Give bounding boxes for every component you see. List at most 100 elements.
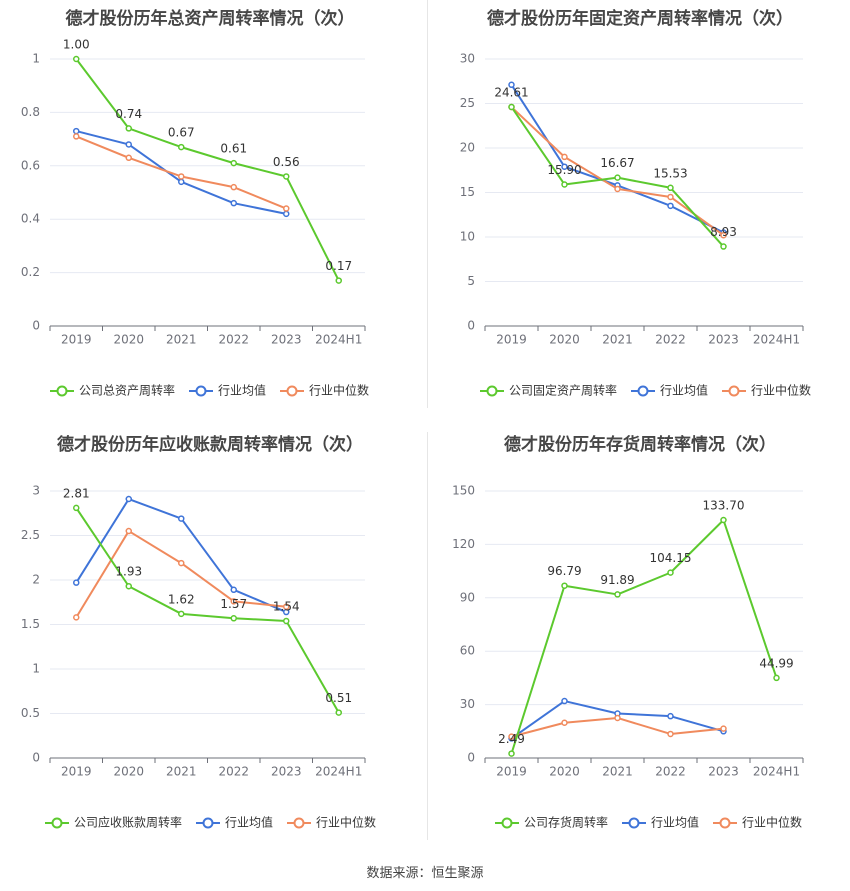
data-label: 15.53 [653, 166, 687, 180]
data-point-industry_avg [508, 81, 515, 89]
vertical-divider-top [427, 0, 428, 408]
data-label: 91.89 [600, 573, 634, 587]
y-tick-label: 10 [460, 230, 475, 244]
data-point-industry_median [508, 733, 515, 740]
y-tick-label: 15 [460, 185, 475, 199]
data-point-company [561, 582, 568, 589]
data-point-industry_avg [561, 697, 568, 705]
x-tick-label: 2020 [113, 333, 144, 347]
chart-title: 德才股份历年总资产周转率情况（次） [66, 8, 355, 29]
data-label: 0.74 [115, 107, 142, 121]
data-point-industry_median [561, 153, 568, 161]
data-point-industry_median [720, 725, 727, 732]
legend-item-industry_avg[interactable]: 行业均值 [622, 815, 699, 830]
data-point-company [73, 55, 80, 63]
y-tick-label: 1.5 [21, 617, 40, 631]
data-point-company [508, 103, 515, 111]
legend-marker-icon [637, 385, 649, 397]
data-point-company [614, 174, 621, 181]
data-label: 1.62 [168, 592, 195, 606]
chart-title: 德才股份历年应收账款周转率情况（次） [57, 434, 363, 455]
y-tick-label: 1 [32, 52, 40, 66]
data-point-industry_median [614, 185, 621, 193]
y-tick-label: 0.4 [21, 212, 40, 226]
legend-item-company[interactable]: 公司总资产周转率 [50, 383, 175, 398]
data-point-company [720, 516, 727, 524]
legend-item-industry_median[interactable]: 行业中位数 [280, 383, 369, 398]
data-point-company [561, 181, 568, 188]
legend-item-company[interactable]: 公司存货周转率 [495, 815, 608, 830]
data-point-industry_avg [73, 579, 80, 586]
legend-item-industry_avg[interactable]: 行业均值 [631, 383, 708, 398]
y-tick-label: 0 [467, 319, 475, 333]
series-line-company [75, 507, 340, 714]
data-label: 24.61 [494, 85, 528, 99]
legend-label: 行业均值 [651, 815, 699, 830]
data-point-industry_median [667, 193, 674, 201]
legend-item-industry_median[interactable]: 行业中位数 [722, 383, 811, 398]
data-point-industry_median [230, 598, 237, 605]
data-point-industry_median [561, 719, 568, 727]
data-point-company [125, 582, 132, 590]
data-label: 16.67 [600, 156, 634, 170]
x-tick-label: 2022 [655, 765, 686, 779]
data-point-company [230, 159, 237, 167]
data-label: 8.93 [710, 225, 737, 239]
data-label: 44.99 [759, 656, 793, 670]
data-point-industry_avg [178, 178, 185, 186]
x-tick-label: 2019 [496, 765, 527, 779]
data-label: 0.56 [273, 155, 300, 169]
y-tick-label: 5 [467, 274, 475, 288]
data-point-company [283, 173, 290, 180]
data-point-industry_avg [561, 163, 568, 170]
y-tick-label: 0.6 [21, 158, 40, 172]
legend-label: 行业中位数 [316, 815, 376, 830]
legend-marker-icon [501, 817, 513, 829]
y-tick-label: 0.8 [21, 105, 40, 119]
data-label: 15.90 [547, 163, 581, 177]
data-point-industry_median [178, 559, 185, 567]
y-tick-label: 30 [460, 697, 475, 711]
data-label: 1.57 [220, 597, 247, 611]
series-line-industry_avg [76, 130, 287, 215]
legend-item-company[interactable]: 公司应收账款周转率 [45, 815, 182, 830]
data-point-industry_median [667, 730, 674, 738]
x-tick-label: 2023 [271, 765, 302, 779]
data-point-company [335, 709, 342, 716]
x-tick-label: 2019 [61, 765, 92, 779]
series-line-company [75, 58, 340, 282]
data-point-industry_avg [667, 712, 674, 720]
data-label: 96.79 [547, 564, 581, 578]
x-tick-label: 2021 [602, 333, 633, 347]
x-tick-label: 2023 [708, 333, 739, 347]
legend-item-industry_median[interactable]: 行业中位数 [287, 815, 376, 830]
y-tick-label: 3 [32, 484, 40, 498]
series-line-company [510, 519, 778, 754]
legend-marker-icon [719, 817, 731, 829]
y-tick-label: 0 [32, 319, 40, 333]
data-point-industry_median [230, 183, 237, 191]
x-tick-label: 2023 [708, 765, 739, 779]
data-point-industry_avg [230, 199, 237, 207]
data-label: 2.81 [63, 486, 90, 500]
legend-marker-icon [56, 385, 68, 397]
vertical-divider-bottom [427, 432, 428, 840]
x-tick-label: 2021 [166, 765, 197, 779]
legend-marker-icon [628, 817, 640, 829]
data-point-industry_median [720, 231, 727, 239]
x-tick-label: 2024H1 [315, 333, 362, 347]
legend-item-industry_avg[interactable]: 行业均值 [189, 383, 266, 398]
legend-marker-icon [202, 817, 214, 829]
data-point-company [283, 617, 290, 625]
y-tick-label: 2 [32, 573, 40, 587]
legend-marker-icon [293, 817, 305, 829]
x-tick-label: 2022 [655, 333, 686, 347]
legend-label: 行业中位数 [751, 383, 811, 398]
data-point-industry_median [283, 205, 290, 212]
legend-item-company[interactable]: 公司固定资产周转率 [480, 383, 617, 398]
data-label: 0.67 [168, 126, 195, 140]
data-point-company [178, 610, 185, 618]
legend-item-industry_median[interactable]: 行业中位数 [713, 815, 802, 830]
legend-item-industry_avg[interactable]: 行业均值 [196, 815, 273, 830]
